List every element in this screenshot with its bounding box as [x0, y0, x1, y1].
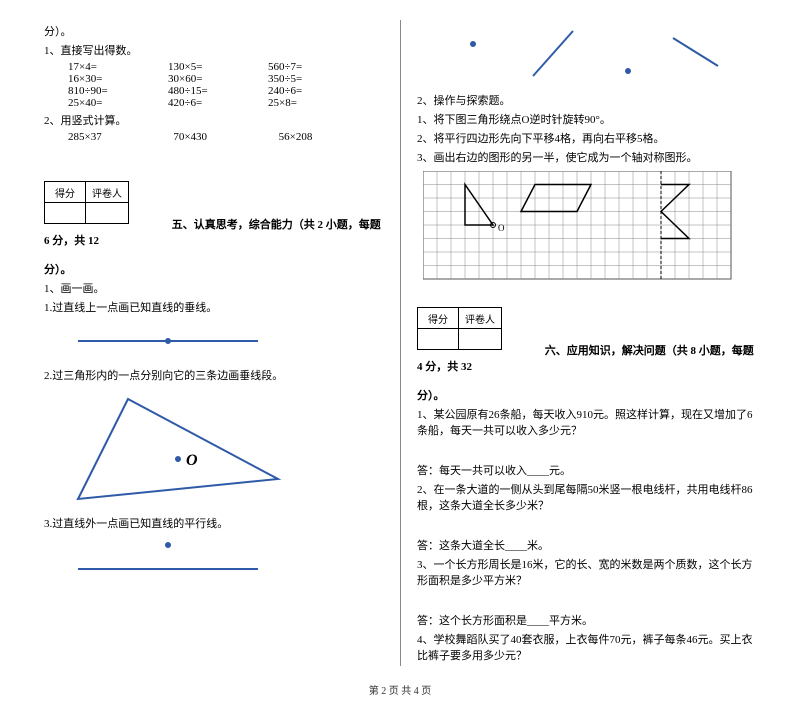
- eq: 285×37: [68, 131, 173, 143]
- grader-label: 评卷人: [86, 182, 129, 203]
- score-box-sec5: 得分 评卷人: [44, 181, 129, 224]
- score-label: 得分: [418, 308, 459, 329]
- q5-1c: 3.过直线外一点画已知直线的平行线。: [44, 515, 384, 531]
- eq: 56×208: [279, 131, 384, 143]
- q2-ops: 2、操作与探索题。: [417, 92, 756, 108]
- parallel-diagram: [68, 537, 384, 577]
- q6-3: 3、一个长方形周长是16米，它的长、宽的米数是两个质数，这个长方形面积是多少平方…: [417, 556, 756, 588]
- eq: 25×8=: [268, 97, 368, 109]
- score-label: 得分: [45, 182, 86, 203]
- eq: 30×60=: [168, 73, 268, 85]
- q2c: 3、画出右边的图形的另一半，使它成为一个轴对称图形。: [417, 149, 756, 165]
- perpendicular-diagram: [68, 321, 384, 361]
- eq-row-2: 16×30= 30×60= 350÷5=: [68, 73, 384, 85]
- eq: 350÷5=: [268, 73, 368, 85]
- page-footer: 第 2 页 共 4 页: [40, 682, 760, 697]
- eq: 240÷6=: [268, 85, 368, 97]
- eq-row-4: 25×40= 420÷6= 25×8=: [68, 97, 384, 109]
- q6-1: 1、某公园原有26条船，每天收入910元。照这样计算，现在又增加了6条船，每天一…: [417, 406, 756, 438]
- q1-direct-calc: 1、直接写出得数。: [44, 42, 384, 58]
- eq: 560÷7=: [268, 61, 368, 73]
- q5-1: 1、画一画。: [44, 280, 384, 296]
- triangle-diagram: O: [68, 389, 384, 509]
- q5-1b: 2.过三角形内的一点分别向它的三条边画垂线段。: [44, 367, 384, 383]
- eq-row-3: 810÷90= 480÷15= 240÷6=: [68, 85, 384, 97]
- q6-4: 4、学校舞蹈队买了40套衣服，上衣每件70元，裤子每条46元。买上衣比裤子要多用…: [417, 631, 756, 663]
- grid-diagram: O: [423, 171, 756, 281]
- eq: 16×30=: [68, 73, 168, 85]
- grader-cell: [86, 203, 129, 224]
- scattered-shapes-diagram: [423, 26, 756, 86]
- eq: 810÷90=: [68, 85, 168, 97]
- q2-vertical-calc: 2、用竖式计算。: [44, 112, 384, 128]
- eq: 420÷6=: [168, 97, 268, 109]
- eq: 130×5=: [168, 61, 268, 73]
- grader-cell: [459, 329, 502, 350]
- q5-1a: 1.过直线上一点画已知直线的垂线。: [44, 299, 384, 315]
- eq: 17×4=: [68, 61, 168, 73]
- eq2-row: 285×37 70×430 56×208: [68, 131, 384, 143]
- eq: 480÷15=: [168, 85, 268, 97]
- grader-label: 评卷人: [459, 308, 502, 329]
- q2a: 1、将下图三角形绕点O逆时针旋转90°。: [417, 111, 756, 127]
- section-5b: 分）。: [44, 261, 384, 277]
- partial-heading: 分）。: [44, 23, 384, 39]
- score-cell: [45, 203, 86, 224]
- a6-3: 答：这个长方形面积是____平方米。: [417, 612, 756, 628]
- q6-2: 2、在一条大道的一侧从头到尾每隔50米竖一根电线杆，共用电线杆86根，这条大道全…: [417, 481, 756, 513]
- a6-1: 答：每天一共可以收入____元。: [417, 462, 756, 478]
- svg-text:O: O: [498, 223, 505, 233]
- score-cell: [418, 329, 459, 350]
- a6-2: 答：这条大道全长____米。: [417, 537, 756, 553]
- eq-row-1: 17×4= 130×5= 560÷7=: [68, 61, 384, 73]
- q2b: 2、将平行四边形先向下平移4格，再向右平移5格。: [417, 130, 756, 146]
- score-box-sec6: 得分 评卷人: [417, 307, 502, 350]
- eq: 70×430: [173, 131, 278, 143]
- eq: 25×40=: [68, 97, 168, 109]
- svg-text:O: O: [186, 452, 198, 469]
- section-6b: 分）。: [417, 387, 756, 403]
